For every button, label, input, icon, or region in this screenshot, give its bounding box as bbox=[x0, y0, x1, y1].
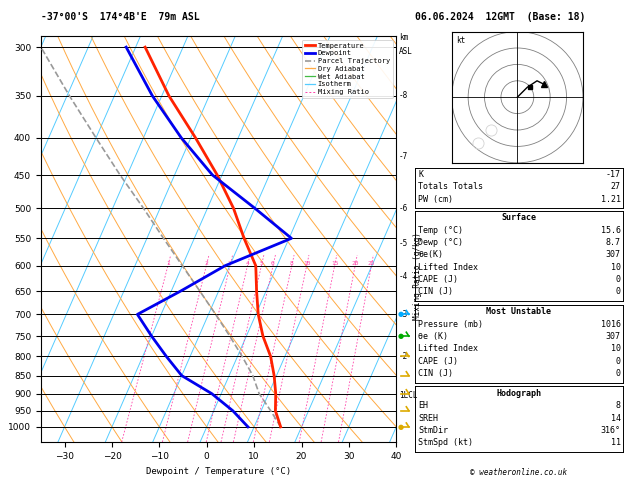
Text: -8: -8 bbox=[399, 91, 408, 100]
Text: CAPE (J): CAPE (J) bbox=[418, 357, 459, 366]
Text: 0: 0 bbox=[616, 288, 621, 296]
Text: 4: 4 bbox=[245, 261, 249, 266]
Text: ●: ● bbox=[398, 424, 404, 430]
Text: -4: -4 bbox=[399, 272, 408, 280]
Text: K: K bbox=[418, 170, 423, 179]
Text: km: km bbox=[399, 33, 408, 42]
Text: Hodograph: Hodograph bbox=[496, 389, 542, 398]
Text: Most Unstable: Most Unstable bbox=[486, 307, 552, 316]
Text: ●: ● bbox=[398, 312, 404, 317]
Text: 5: 5 bbox=[259, 261, 263, 266]
Text: Lifted Index: Lifted Index bbox=[418, 262, 478, 272]
Text: 14: 14 bbox=[611, 414, 621, 423]
Text: 307: 307 bbox=[606, 332, 621, 341]
Text: 307: 307 bbox=[606, 250, 621, 260]
Text: Dewp (°C): Dewp (°C) bbox=[418, 238, 464, 247]
Text: θe(K): θe(K) bbox=[418, 250, 443, 260]
Text: -7: -7 bbox=[399, 153, 408, 161]
Text: ASL: ASL bbox=[399, 47, 413, 56]
Text: 3: 3 bbox=[228, 261, 232, 266]
Text: 06.06.2024  12GMT  (Base: 18): 06.06.2024 12GMT (Base: 18) bbox=[415, 12, 586, 22]
Text: Mixing Ratio (g/kg): Mixing Ratio (g/kg) bbox=[413, 232, 422, 320]
Text: PW (cm): PW (cm) bbox=[418, 195, 454, 204]
X-axis label: Dewpoint / Temperature (°C): Dewpoint / Temperature (°C) bbox=[146, 467, 291, 475]
Text: EH: EH bbox=[418, 401, 428, 410]
Text: 8.7: 8.7 bbox=[606, 238, 621, 247]
Text: 2: 2 bbox=[204, 261, 208, 266]
Text: StmSpd (kt): StmSpd (kt) bbox=[418, 438, 473, 448]
Text: CIN (J): CIN (J) bbox=[418, 369, 454, 378]
Text: 15.6: 15.6 bbox=[601, 226, 621, 235]
Text: 1.21: 1.21 bbox=[601, 195, 621, 204]
Text: ●: ● bbox=[398, 333, 404, 339]
Text: Temp (°C): Temp (°C) bbox=[418, 226, 464, 235]
Text: 25: 25 bbox=[367, 261, 375, 266]
Text: 10: 10 bbox=[611, 344, 621, 353]
Text: 1LCL: 1LCL bbox=[399, 391, 417, 400]
Text: Surface: Surface bbox=[501, 213, 537, 222]
Text: 8: 8 bbox=[290, 261, 294, 266]
Text: StmDir: StmDir bbox=[418, 426, 448, 435]
Text: kt: kt bbox=[455, 35, 465, 45]
Text: -5: -5 bbox=[399, 240, 408, 248]
Text: 10: 10 bbox=[303, 261, 310, 266]
Text: Lifted Index: Lifted Index bbox=[418, 344, 478, 353]
Text: Pressure (mb): Pressure (mb) bbox=[418, 320, 483, 329]
Text: 10: 10 bbox=[611, 262, 621, 272]
Text: 316°: 316° bbox=[601, 426, 621, 435]
Text: 15: 15 bbox=[331, 261, 338, 266]
Text: 27: 27 bbox=[611, 182, 621, 191]
Text: 1: 1 bbox=[166, 261, 170, 266]
Text: 11: 11 bbox=[611, 438, 621, 448]
Text: -6: -6 bbox=[399, 204, 408, 213]
Text: 0: 0 bbox=[616, 369, 621, 378]
Legend: Temperature, Dewpoint, Parcel Trajectory, Dry Adiabat, Wet Adiabat, Isotherm, Mi: Temperature, Dewpoint, Parcel Trajectory… bbox=[302, 40, 392, 98]
Text: 0: 0 bbox=[616, 275, 621, 284]
Text: 8: 8 bbox=[616, 401, 621, 410]
Text: -17: -17 bbox=[606, 170, 621, 179]
Text: CAPE (J): CAPE (J) bbox=[418, 275, 459, 284]
Text: 0: 0 bbox=[616, 357, 621, 366]
Text: 20: 20 bbox=[351, 261, 359, 266]
Text: θe (K): θe (K) bbox=[418, 332, 448, 341]
Text: © weatheronline.co.uk: © weatheronline.co.uk bbox=[470, 468, 567, 477]
Text: Totals Totals: Totals Totals bbox=[418, 182, 483, 191]
Text: -37°00'S  174°4B'E  79m ASL: -37°00'S 174°4B'E 79m ASL bbox=[41, 12, 199, 22]
Y-axis label: hPa: hPa bbox=[0, 231, 3, 247]
Text: -2: -2 bbox=[399, 352, 408, 361]
Text: 6: 6 bbox=[271, 261, 275, 266]
Text: SREH: SREH bbox=[418, 414, 438, 423]
Text: CIN (J): CIN (J) bbox=[418, 288, 454, 296]
Text: 1016: 1016 bbox=[601, 320, 621, 329]
Text: -3: -3 bbox=[399, 310, 408, 319]
